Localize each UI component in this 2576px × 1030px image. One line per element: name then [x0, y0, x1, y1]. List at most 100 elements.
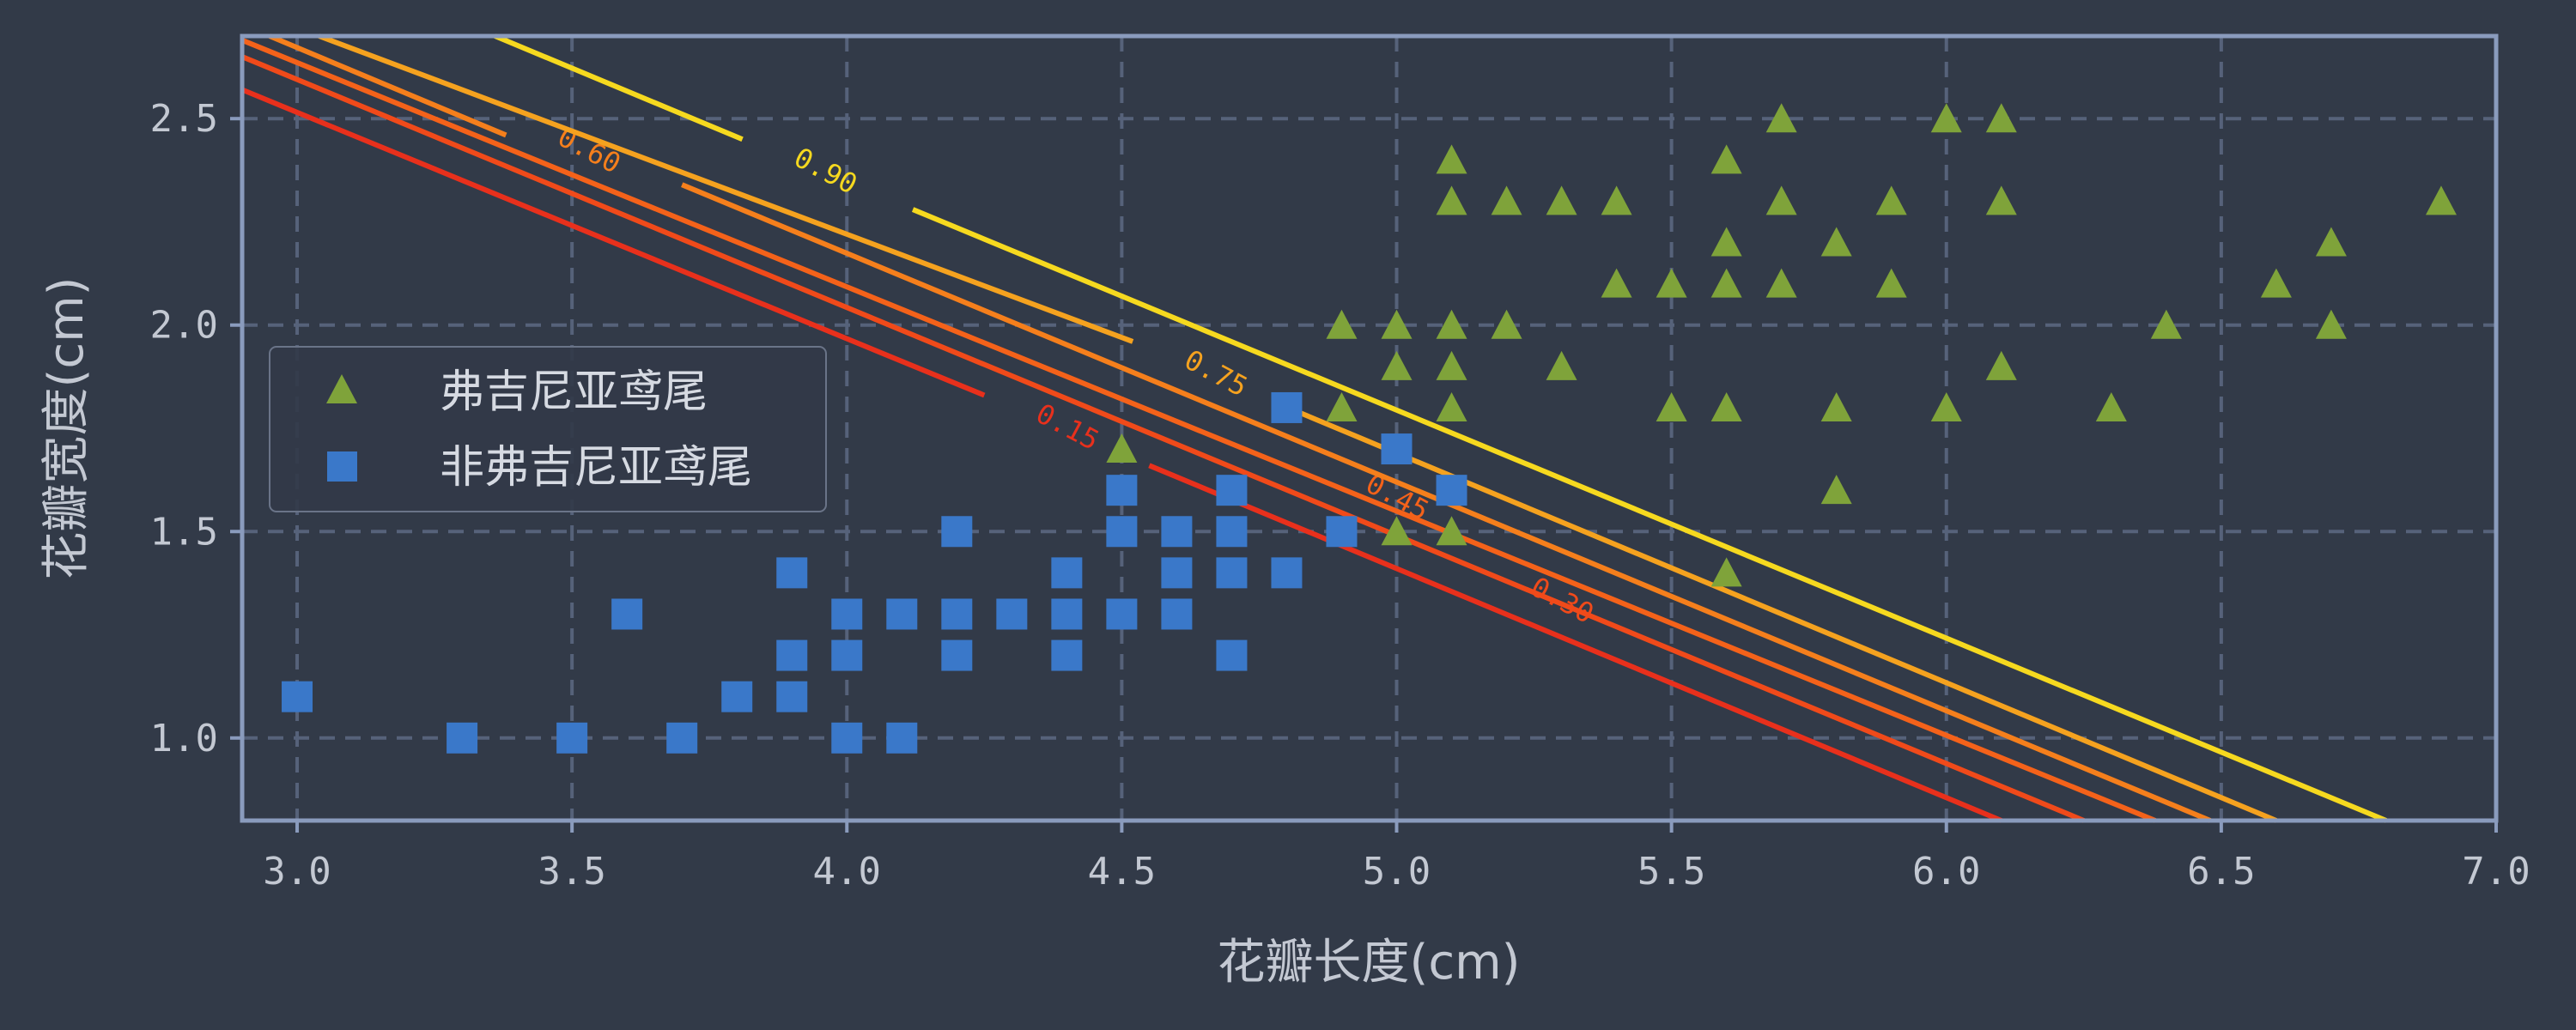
virginica-point [1710, 268, 1742, 298]
y-tick-label: 1.0 [150, 717, 218, 760]
non-virginica-point [941, 639, 973, 671]
non-virginica-point [831, 639, 863, 671]
non-virginica-point [611, 598, 643, 630]
virginica-point [1710, 391, 1742, 421]
non-virginica-point [721, 681, 753, 712]
virginica-point [2150, 309, 2182, 339]
y-axis-title: 花瓣宽度(cm) [39, 276, 94, 579]
virginica-point [1765, 185, 1797, 215]
virginica-point [1875, 185, 1907, 215]
axis-ticks: 3.0 3.5 4.0 4.5 5.0 5.5 6.0 6.5 7.0 1.0 1.5 2.0 2.5 [150, 97, 2530, 894]
virginica-point [1381, 350, 1413, 380]
non-virginica-point [831, 722, 863, 754]
virginica-point [1765, 103, 1797, 133]
x-tick-label: 6.0 [1912, 850, 1980, 894]
virginica-point [1820, 391, 1852, 421]
x-axis-title: 花瓣长度(cm) [1217, 935, 1520, 991]
virginica-point [1930, 103, 1962, 133]
virginica-point [1985, 103, 2017, 133]
virginica-point [1436, 309, 1467, 339]
virginica-point [1436, 185, 1467, 215]
non-virginica-point [1436, 475, 1467, 506]
virginica-point [1985, 350, 2017, 380]
y-tick-label: 2.5 [150, 97, 218, 141]
x-tick-label: 4.5 [1088, 850, 1156, 894]
non-virginica-point [1271, 391, 1303, 423]
non-virginica-point [1051, 557, 1083, 589]
non-virginica-point [1216, 516, 1248, 548]
virginica-point [1491, 309, 1522, 339]
virginica-point [2315, 227, 2347, 257]
virginica-point [1326, 309, 1358, 339]
virginica-point [1546, 350, 1577, 380]
x-tick-label: 4.0 [813, 850, 881, 894]
virginica-point [1436, 391, 1467, 421]
virginica-point [1436, 350, 1467, 380]
virginica-point [1436, 516, 1467, 546]
x-tick-label: 3.5 [538, 850, 605, 894]
legend-label-non-virginica: 非弗吉尼亚鸢尾 [440, 442, 752, 494]
x-tick-label: 6.5 [2187, 850, 2255, 894]
contour-line-0.90 [911, 207, 2388, 823]
virginica-point [1820, 475, 1852, 505]
plot-frame [240, 33, 2499, 823]
contour-lines: 0.150.300.450.600.750.90 [240, 33, 2388, 823]
virginica-point [1106, 433, 1138, 464]
contour-line-0.60 [268, 33, 507, 138]
non-virginica-point [1271, 557, 1303, 589]
non-virginica-point [1051, 598, 1083, 630]
non-virginica-point [831, 598, 863, 630]
virginica-point [1381, 516, 1413, 546]
non-virginica-point [776, 639, 808, 671]
virginica-point [1765, 268, 1797, 298]
non-virginica-point [941, 516, 973, 548]
legend-label-virginica: 弗吉尼亚鸢尾 [440, 367, 708, 418]
virginica-point [2095, 391, 2127, 421]
non-virginica-point [556, 722, 588, 754]
contour-line-0.75 [318, 33, 1134, 344]
virginica-point [1601, 185, 1632, 215]
virginica-point [1546, 185, 1577, 215]
non-virginica-point [941, 598, 973, 630]
virginica-point [2425, 185, 2457, 215]
non-virginica-point [1326, 516, 1358, 548]
virginica-point [1710, 144, 1742, 174]
virginica-point [1710, 227, 1742, 257]
non-virginica-point [666, 722, 698, 754]
virginica-point [1930, 391, 1962, 421]
non-virginica-point [447, 722, 478, 754]
x-tick-label: 3.0 [263, 850, 331, 894]
legend-box [269, 346, 827, 512]
contour-line-0.15 [1148, 463, 2002, 823]
legend-marker-non-virginica [327, 451, 357, 482]
x-tick-label: 5.0 [1363, 850, 1431, 894]
virginica-point [1436, 144, 1467, 174]
y-tick-label: 2.0 [150, 304, 218, 348]
non-virginica-point [1381, 433, 1413, 465]
non-virginica-point [1106, 516, 1138, 548]
non-virginica-point [1106, 598, 1138, 630]
virginica-point [1820, 227, 1852, 257]
x-tick-label: 7.0 [2462, 850, 2530, 894]
virginica-point [1710, 557, 1742, 587]
virginica-point [2260, 268, 2292, 298]
contour-line-0.15 [240, 87, 986, 398]
virginica-point [1656, 391, 1687, 421]
virginica-point [1491, 185, 1522, 215]
non-virginica-point [886, 598, 918, 630]
non-virginica-point [776, 557, 808, 589]
virginica-point [1656, 268, 1687, 298]
non-virginica-point [1161, 557, 1193, 589]
virginica-point [2315, 309, 2347, 339]
y-tick-label: 1.5 [150, 510, 218, 554]
non-virginica-point [282, 681, 313, 712]
non-virginica-point [1216, 557, 1248, 589]
non-virginica-point [1216, 639, 1248, 671]
non-virginica-point [1106, 475, 1138, 506]
virginica-point [1601, 268, 1632, 298]
x-tick-label: 5.5 [1637, 850, 1705, 894]
non-virginica-point [1161, 516, 1193, 548]
virginica-point [1326, 391, 1358, 421]
